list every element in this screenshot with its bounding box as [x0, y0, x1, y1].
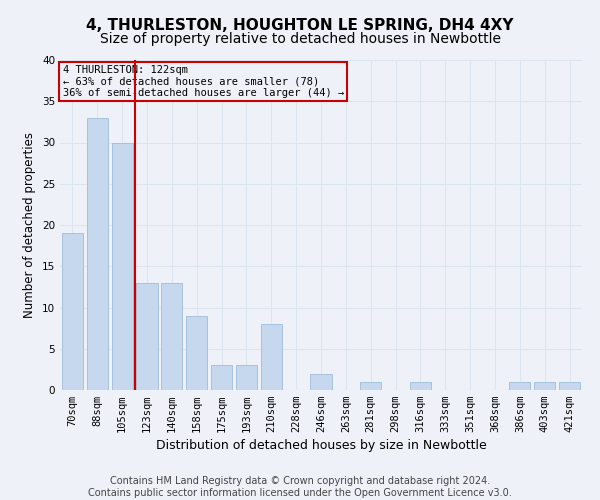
Bar [534, 382, 555, 390]
Bar [559, 382, 580, 390]
Bar [509, 382, 530, 390]
Bar [87, 118, 108, 390]
Text: 4, THURLESTON, HOUGHTON LE SPRING, DH4 4XY: 4, THURLESTON, HOUGHTON LE SPRING, DH4 4… [86, 18, 514, 32]
Bar [62, 233, 83, 390]
Bar [136, 283, 158, 390]
Text: Size of property relative to detached houses in Newbottle: Size of property relative to detached ho… [100, 32, 500, 46]
X-axis label: Distribution of detached houses by size in Newbottle: Distribution of detached houses by size … [155, 440, 487, 452]
Text: Contains HM Land Registry data © Crown copyright and database right 2024.
Contai: Contains HM Land Registry data © Crown c… [88, 476, 512, 498]
Bar [112, 142, 133, 390]
Bar [211, 365, 232, 390]
Bar [236, 365, 257, 390]
Bar [310, 374, 332, 390]
Bar [261, 324, 282, 390]
Bar [186, 316, 207, 390]
Bar [410, 382, 431, 390]
Y-axis label: Number of detached properties: Number of detached properties [23, 132, 37, 318]
Bar [360, 382, 381, 390]
Bar [161, 283, 182, 390]
Text: 4 THURLESTON: 122sqm
← 63% of detached houses are smaller (78)
36% of semi-detac: 4 THURLESTON: 122sqm ← 63% of detached h… [62, 65, 344, 98]
